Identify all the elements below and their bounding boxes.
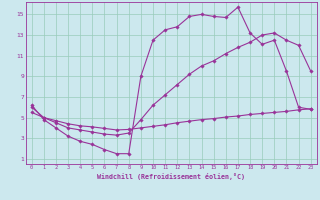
X-axis label: Windchill (Refroidissement éolien,°C): Windchill (Refroidissement éolien,°C) [97, 173, 245, 180]
